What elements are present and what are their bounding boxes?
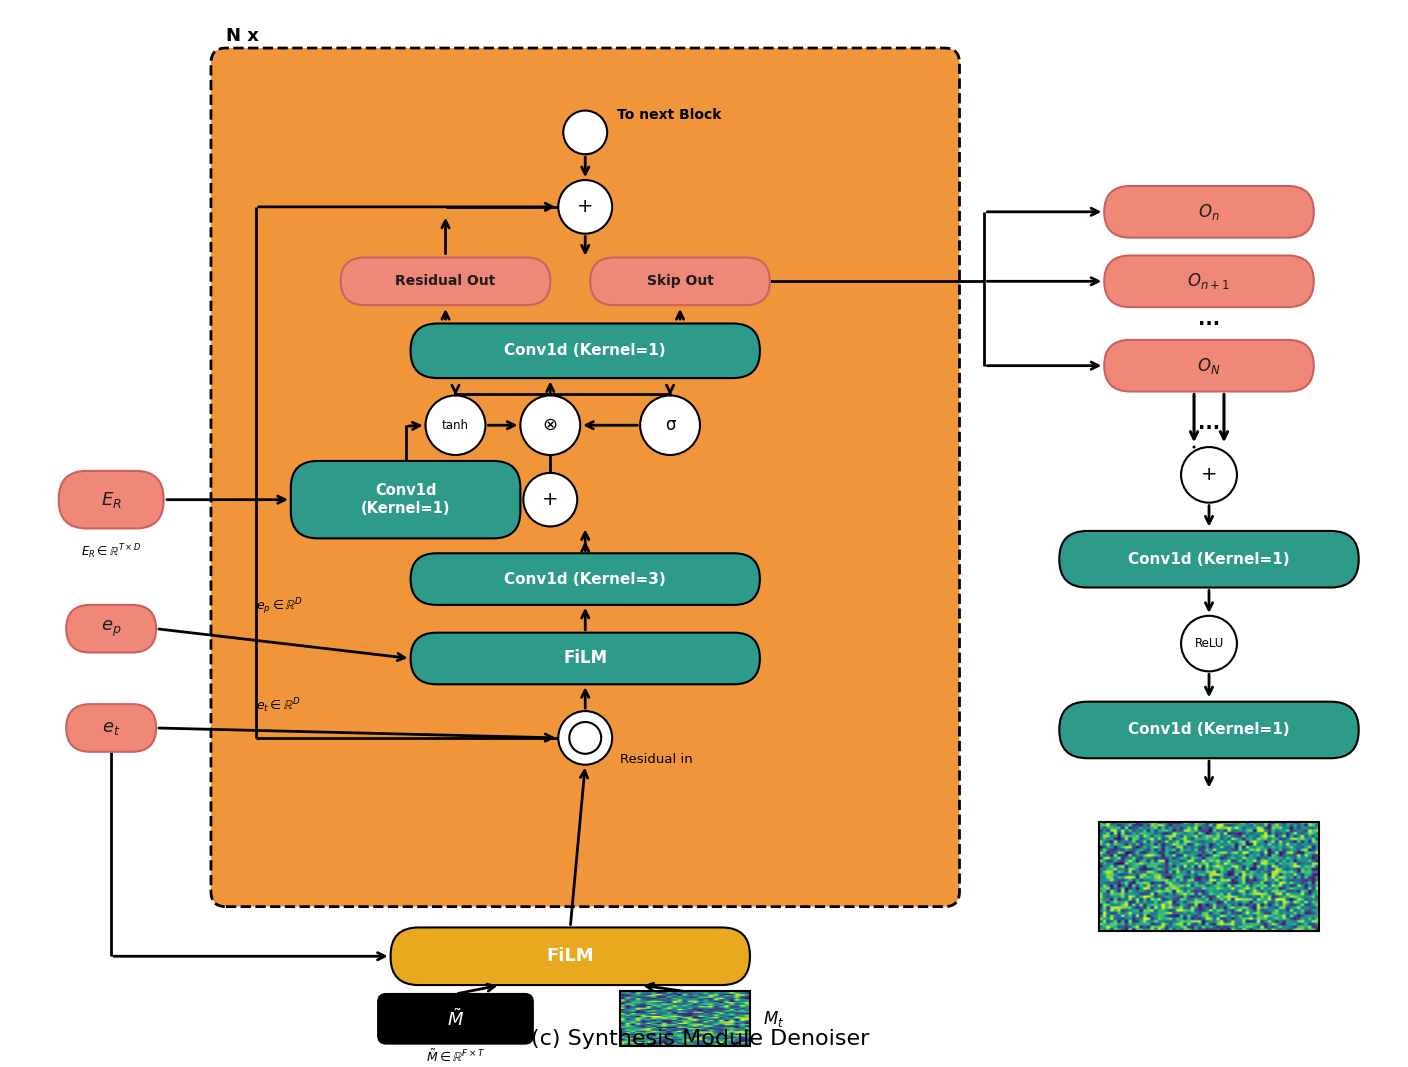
Text: $O_{n+1}$: $O_{n+1}$ <box>1187 271 1231 291</box>
Text: +: + <box>577 197 594 217</box>
Text: ...: ... <box>1198 414 1221 433</box>
Text: $E_R$: $E_R$ <box>101 490 121 510</box>
Text: Conv1d (Kernel=1): Conv1d (Kernel=1) <box>504 344 666 359</box>
Text: σ: σ <box>665 416 676 434</box>
Circle shape <box>524 473 577 526</box>
Text: FiLM: FiLM <box>546 947 594 966</box>
Text: Residual in: Residual in <box>620 753 693 766</box>
Circle shape <box>569 722 601 753</box>
FancyBboxPatch shape <box>291 461 521 539</box>
Text: FiLM: FiLM <box>563 650 607 668</box>
Text: tanh: tanh <box>442 418 469 432</box>
Text: $O_N$: $O_N$ <box>1197 355 1221 376</box>
FancyBboxPatch shape <box>59 471 163 528</box>
Text: Conv1d (Kernel=1): Conv1d (Kernel=1) <box>1128 552 1290 567</box>
FancyBboxPatch shape <box>341 257 551 305</box>
FancyBboxPatch shape <box>1104 340 1314 392</box>
Text: $O_n$: $O_n$ <box>1198 202 1219 222</box>
Text: $e_p \in \mathbb{R}^D$: $e_p \in \mathbb{R}^D$ <box>256 596 303 617</box>
FancyBboxPatch shape <box>1104 255 1314 307</box>
Text: Conv1d (Kernel=1): Conv1d (Kernel=1) <box>1128 722 1290 737</box>
Bar <box>1100 823 1319 931</box>
FancyBboxPatch shape <box>66 704 156 752</box>
Text: $M_t$: $M_t$ <box>763 1008 784 1029</box>
Text: ...: ... <box>1198 309 1221 329</box>
Text: N x: N x <box>225 27 259 45</box>
FancyBboxPatch shape <box>411 323 760 378</box>
Text: +: + <box>1201 465 1218 484</box>
Text: ReLU: ReLU <box>1194 637 1224 650</box>
FancyBboxPatch shape <box>1059 702 1359 759</box>
Circle shape <box>559 711 612 765</box>
Text: $e_t \in \mathbb{R}^D$: $e_t \in \mathbb{R}^D$ <box>256 697 301 716</box>
Text: $\tilde{M} \in \mathbb{R}^{F \times T}$: $\tilde{M} \in \mathbb{R}^{F \times T}$ <box>425 1048 486 1065</box>
Text: Skip Out: Skip Out <box>646 274 714 288</box>
FancyBboxPatch shape <box>390 927 750 985</box>
Text: $E_R \in \mathbb{R}^{T \times D}$: $E_R \in \mathbb{R}^{T \times D}$ <box>82 542 141 560</box>
Text: Conv1d (Kernel=3): Conv1d (Kernel=3) <box>504 572 666 587</box>
Text: +: + <box>577 729 594 747</box>
Text: +: + <box>542 490 559 509</box>
Text: Residual Out: Residual Out <box>396 274 496 288</box>
Circle shape <box>521 396 580 455</box>
Text: $\tilde{M}$: $\tilde{M}$ <box>446 1008 465 1030</box>
Circle shape <box>1181 616 1238 671</box>
FancyBboxPatch shape <box>1104 186 1314 238</box>
FancyBboxPatch shape <box>411 633 760 684</box>
Circle shape <box>641 396 700 455</box>
Text: Conv1d
(Kernel=1): Conv1d (Kernel=1) <box>360 483 451 515</box>
FancyBboxPatch shape <box>66 605 156 653</box>
Bar <box>620 991 750 1046</box>
Text: ⊗: ⊗ <box>542 416 558 434</box>
Text: $e_t$: $e_t$ <box>101 719 120 737</box>
FancyBboxPatch shape <box>379 994 532 1044</box>
FancyBboxPatch shape <box>411 554 760 605</box>
Circle shape <box>563 111 607 155</box>
FancyBboxPatch shape <box>1059 531 1359 588</box>
Text: To next Block: To next Block <box>617 108 721 122</box>
Circle shape <box>1181 447 1238 503</box>
Text: $e_p$: $e_p$ <box>101 619 121 639</box>
Circle shape <box>425 396 486 455</box>
Circle shape <box>559 180 612 234</box>
FancyBboxPatch shape <box>211 48 959 907</box>
Text: (c) Synthesis Module Denoiser: (c) Synthesis Module Denoiser <box>531 1029 869 1049</box>
FancyBboxPatch shape <box>590 257 770 305</box>
